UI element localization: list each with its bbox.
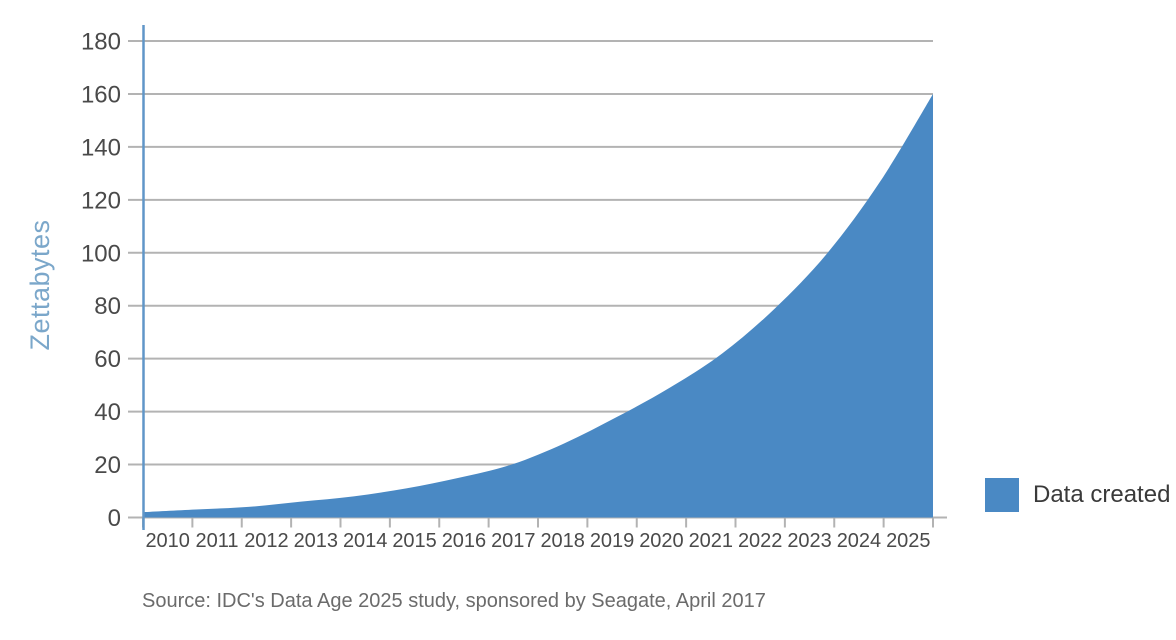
x-tick-label: 2024 <box>837 530 882 552</box>
x-tick-label: 2018 <box>540 530 585 552</box>
y-axis-title: Zettabytes <box>25 219 55 351</box>
x-tick-label: 2016 <box>442 530 487 552</box>
x-tick-label: 2010 <box>145 530 190 552</box>
legend-swatch-icon <box>985 478 1019 512</box>
x-tick-label: 2017 <box>491 530 536 552</box>
y-tick-label: 0 <box>108 505 121 532</box>
x-tick-label: 2013 <box>294 530 339 552</box>
y-tick-label: 140 <box>81 134 121 161</box>
source-note: Source: IDC's Data Age 2025 study, spons… <box>142 590 766 612</box>
y-tick-label: 160 <box>81 81 121 108</box>
y-tick-label: 100 <box>81 240 121 267</box>
y-tick-label: 180 <box>81 29 121 56</box>
area-series-data-created <box>143 93 933 518</box>
x-tick-label: 2020 <box>639 530 684 552</box>
x-tick-label: 2014 <box>343 530 388 552</box>
y-tick-label: 120 <box>81 187 121 214</box>
x-tick-label: 2011 <box>196 530 239 552</box>
x-tick-label: 2022 <box>738 530 783 552</box>
y-tick-label: 20 <box>94 452 121 479</box>
y-tick-label: 40 <box>94 399 121 426</box>
legend: Data created <box>985 478 1170 512</box>
legend-label: Data created <box>1033 481 1171 508</box>
x-tick-label: 2021 <box>689 530 734 552</box>
x-tick-label: 2019 <box>590 530 635 552</box>
x-tick-label: 2023 <box>787 530 832 552</box>
x-tick-label: 2015 <box>392 530 437 552</box>
y-tick-label: 80 <box>94 293 121 320</box>
x-tick-label: 2012 <box>244 530 289 552</box>
x-tick-label: 2025 <box>886 530 931 552</box>
y-tick-label: 60 <box>94 346 121 373</box>
